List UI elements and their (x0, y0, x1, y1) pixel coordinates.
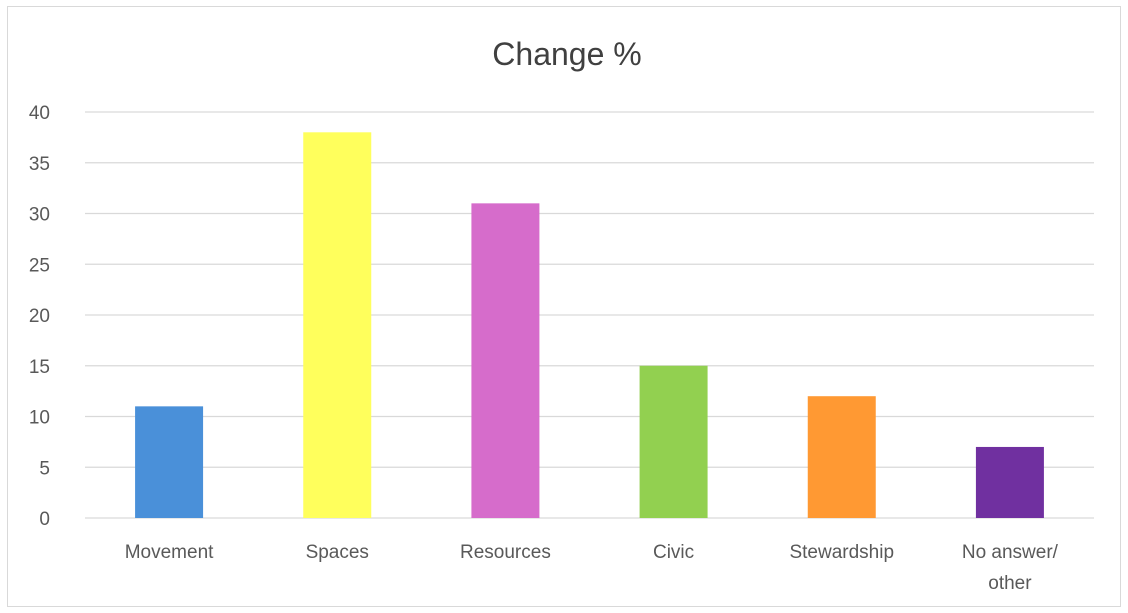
y-tick-label: 10 (29, 408, 50, 429)
x-category-label: Stewardship (789, 542, 894, 563)
y-tick-label: 0 (39, 509, 50, 530)
chart-frame: Change % 0 5 10 15 20 25 30 35 40 Movement Spaces… (7, 6, 1121, 607)
gridlines (85, 111, 1094, 519)
y-axis-tick-labels: 0 5 10 15 20 25 30 35 40 (29, 103, 50, 530)
y-tick-label: 15 (29, 357, 50, 378)
bar-movement (135, 406, 204, 518)
y-tick-label: 20 (29, 306, 50, 327)
y-tick-label: 30 (29, 205, 50, 226)
y-tick-label: 40 (29, 103, 50, 124)
x-category-label: No answer/other (962, 542, 1059, 594)
bar-stewardship (807, 396, 876, 518)
chart-title: Change % (492, 36, 641, 72)
y-tick-label: 35 (29, 154, 50, 175)
x-category-label: Resources (460, 542, 551, 563)
bar-chart: Change % 0 5 10 15 20 25 30 35 40 Movement Spaces… (29, 36, 1094, 594)
y-tick-label: 5 (39, 458, 50, 479)
bar-spaces (303, 132, 372, 519)
bar-no-answer-other (975, 446, 1044, 518)
bar-civic (639, 365, 708, 518)
x-category-label: Movement (125, 542, 214, 563)
x-category-label: Spaces (306, 542, 369, 563)
x-category-label: Civic (653, 542, 694, 563)
bars (135, 132, 1044, 519)
bar-resources (471, 203, 540, 518)
x-axis-category-labels: Movement Spaces Resources Civic Stewardship N… (125, 542, 1059, 594)
y-tick-label: 25 (29, 255, 50, 276)
